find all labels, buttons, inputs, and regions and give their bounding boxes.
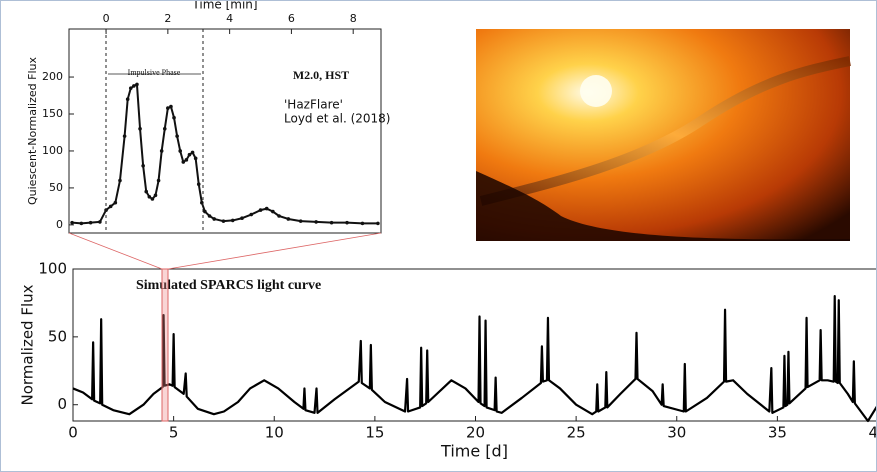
annotation: 'HazFlare'	[284, 98, 343, 112]
x-tick-label: 2	[164, 12, 171, 25]
sun-photo	[476, 29, 851, 241]
y-tick-label: 50	[48, 327, 67, 345]
data-point	[122, 134, 127, 138]
x-tick-label: 40	[868, 424, 876, 442]
data-point	[135, 82, 139, 87]
annotation: Loyd et al. (2018)	[284, 112, 390, 126]
plot-frame	[68, 28, 382, 234]
data-point	[271, 209, 275, 214]
data-point	[286, 217, 291, 221]
x-axis-label: Time [min]	[191, 1, 257, 12]
data-point	[212, 217, 216, 221]
y-tick-label: 0	[57, 395, 67, 413]
data-point	[181, 160, 186, 164]
x-tick-label: 6	[288, 12, 295, 25]
data-point	[190, 150, 195, 155]
data-point	[207, 214, 212, 218]
y-tick-label: 0	[56, 218, 63, 231]
data-point	[159, 149, 164, 153]
data-point	[314, 220, 318, 224]
data-point	[178, 149, 183, 153]
data-line	[72, 295, 876, 423]
data-point	[132, 84, 136, 88]
data-point	[162, 126, 167, 131]
y-axis-label: Quiescent-Normalized Flux	[26, 57, 39, 205]
data-point	[203, 209, 207, 214]
data-point	[150, 197, 155, 201]
x-tick-label: 20	[466, 424, 485, 442]
x-tick-label: 5	[169, 424, 179, 442]
data-point	[277, 214, 281, 218]
data-point	[125, 97, 130, 102]
x-tick-label: 25	[567, 424, 586, 442]
zoom-connector	[68, 232, 382, 422]
data-point	[329, 220, 334, 225]
data-point	[184, 158, 189, 162]
data-point	[118, 178, 122, 183]
y-tick-label: 100	[42, 144, 63, 157]
data-point	[153, 193, 158, 198]
data-point	[172, 115, 176, 120]
data-point	[88, 220, 93, 225]
data-point	[138, 126, 142, 131]
data-point	[166, 106, 170, 110]
data-point	[175, 134, 179, 138]
data-point	[128, 86, 133, 90]
data-line	[72, 83, 378, 225]
data-point	[249, 212, 254, 217]
x-axis-label: Time [d]	[440, 442, 508, 461]
y-tick-label: 200	[42, 70, 63, 83]
y-tick-label: 50	[49, 181, 63, 194]
annotation: M2.0, HST	[293, 68, 349, 82]
data-point	[113, 200, 118, 205]
data-point	[169, 104, 173, 109]
data-point	[360, 221, 365, 226]
data-point	[196, 182, 201, 187]
data-point	[187, 152, 192, 157]
data-point	[147, 194, 152, 199]
x-tick-label: 0	[103, 12, 110, 25]
data-point	[240, 216, 244, 221]
x-tick-label: 30	[667, 424, 686, 442]
x-tick-label: 15	[365, 424, 384, 442]
y-tick-label: 150	[42, 107, 63, 120]
data-point	[258, 208, 263, 212]
data-point	[230, 218, 235, 223]
x-tick-label: 35	[768, 424, 787, 442]
data-point	[79, 221, 84, 226]
y-tick-label: 100	[38, 260, 67, 278]
data-point	[108, 204, 113, 209]
data-point	[70, 220, 74, 225]
data-point	[144, 189, 149, 194]
data-point	[141, 163, 145, 168]
data-point	[193, 156, 198, 161]
data-point	[376, 221, 380, 226]
data-point	[298, 219, 303, 223]
x-tick-label: 4	[226, 12, 233, 25]
data-point	[221, 219, 226, 223]
x-tick-label: 0	[68, 424, 78, 442]
data-point	[98, 220, 102, 224]
x-tick-label: 8	[350, 12, 357, 25]
annotation: Impulsive Phase	[128, 68, 181, 77]
data-point	[156, 178, 161, 183]
data-point	[345, 220, 349, 225]
annotation: Simulated SPARCS light curve	[136, 278, 321, 293]
data-point	[264, 206, 269, 211]
y-axis-label: Normalized Flux	[19, 284, 37, 405]
x-tick-label: 10	[265, 424, 284, 442]
